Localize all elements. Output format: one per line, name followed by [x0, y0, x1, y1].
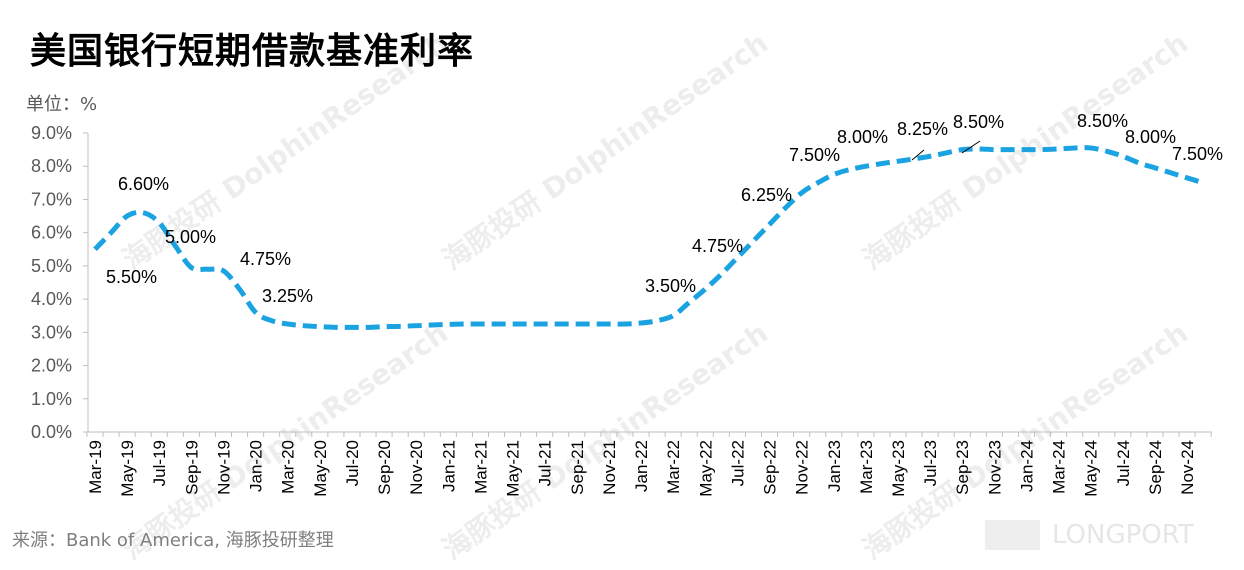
x-tick-label: Nov-24: [1178, 440, 1197, 495]
x-tick-label: Jan-24: [1017, 440, 1036, 492]
data-label: 4.75%: [240, 249, 291, 269]
leader-line: [961, 140, 981, 154]
x-tick-label: Jul-22: [728, 440, 747, 486]
x-tick-label: Mar-19: [86, 440, 105, 494]
source-note: 来源：Bank of America, 海豚投研整理: [12, 530, 334, 551]
data-label: 3.25%: [262, 286, 313, 306]
x-tick-label: Jan-21: [439, 440, 458, 492]
x-tick-label: Jan-22: [632, 440, 651, 492]
x-tick-label: Mar-23: [857, 440, 876, 494]
x-tick-label: Jan-20: [247, 440, 266, 492]
x-tick-label: Jul-21: [536, 440, 555, 486]
x-tick-label: Mar-24: [1050, 440, 1069, 494]
data-label: 3.50%: [645, 276, 696, 296]
x-tick-label: Mar-21: [471, 440, 490, 494]
y-tick-label: 8.0%: [31, 156, 72, 176]
x-tick-label: Jul-23: [921, 440, 940, 486]
data-label: 7.50%: [789, 145, 840, 165]
data-label: 4.75%: [692, 236, 743, 256]
x-tick-label: Nov-23: [985, 440, 1004, 495]
y-tick-label: 3.0%: [31, 322, 72, 342]
data-label: 8.25%: [897, 119, 948, 139]
x-tick-label: Sep-22: [761, 440, 780, 495]
y-tick-label: 1.0%: [31, 389, 72, 409]
data-label: 8.50%: [953, 112, 1004, 132]
chart-title: 美国银行短期借款基准利率: [30, 31, 475, 72]
x-tick-label: May-24: [1082, 440, 1101, 497]
x-tick-label: May-20: [311, 440, 330, 497]
x-tick-label: Jul-20: [343, 440, 362, 486]
series-line: [93, 145, 1204, 330]
x-tick-label: Nov-19: [214, 440, 233, 495]
leader-line: [911, 149, 925, 161]
x-tick-label: Nov-22: [793, 440, 812, 495]
data-label: 8.00%: [1125, 127, 1176, 147]
x-tick-label: Sep-19: [182, 440, 201, 495]
x-tick-label: Sep-20: [375, 440, 394, 495]
logo-text: LONGPORT: [1052, 520, 1194, 550]
longport-logo: LONGPORT: [985, 520, 1194, 550]
y-tick-label: 6.0%: [31, 223, 72, 243]
y-tick-label: 5.0%: [31, 256, 72, 276]
y-tick-label: 7.0%: [31, 189, 72, 209]
data-label: 5.00%: [165, 227, 216, 247]
x-tick-label: Jul-24: [1114, 440, 1133, 486]
y-tick-label: 9.0%: [31, 123, 72, 143]
data-label: 6.25%: [741, 185, 792, 205]
data-label: 8.00%: [837, 127, 888, 147]
x-tick-label: May-23: [889, 440, 908, 497]
x-tick-label: Jan-23: [825, 440, 844, 492]
x-tick-label: Mar-20: [279, 440, 298, 494]
x-tick-label: Mar-22: [664, 440, 683, 494]
x-tick-label: May-21: [504, 440, 523, 497]
x-tick-label: Nov-20: [407, 440, 426, 495]
y-tick-label: 2.0%: [31, 356, 72, 376]
x-tick-label: Sep-23: [953, 440, 972, 495]
x-tick-label: Sep-21: [568, 440, 587, 495]
data-label: 8.50%: [1077, 111, 1128, 131]
x-tick-label: May-19: [118, 440, 137, 497]
x-tick-label: Sep-24: [1146, 440, 1165, 495]
logo-mark-icon: [985, 520, 1040, 550]
data-label: 6.60%: [118, 174, 169, 194]
y-tick-label: 4.0%: [31, 289, 72, 309]
x-tick-label: May-22: [696, 440, 715, 497]
unit-label: 单位：%: [26, 94, 98, 115]
y-tick-label: 0.0%: [31, 422, 72, 442]
data-label: 7.50%: [1172, 144, 1223, 164]
data-label: 5.50%: [106, 267, 157, 287]
x-tick-label: Nov-21: [600, 440, 619, 495]
x-tick-label: Jul-19: [150, 440, 169, 486]
